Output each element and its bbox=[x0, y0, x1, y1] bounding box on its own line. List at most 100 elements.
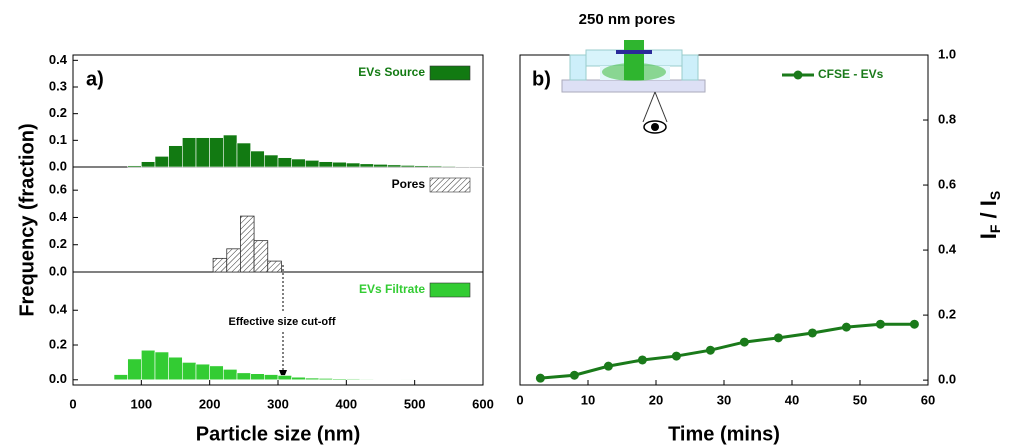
point bbox=[841, 322, 851, 332]
y-tick-label: 0.2 bbox=[938, 307, 956, 322]
bar bbox=[127, 358, 142, 381]
x-tick-label: 30 bbox=[717, 392, 731, 407]
bar bbox=[236, 142, 251, 168]
panel-b-frame bbox=[519, 54, 929, 386]
bar bbox=[195, 363, 210, 381]
y-tick-label: 1.0 bbox=[938, 46, 956, 61]
legend-marker bbox=[793, 70, 803, 80]
y-tick-label: 0.0 bbox=[938, 372, 956, 387]
bar bbox=[127, 165, 142, 168]
y-tick-label: 0.4 bbox=[49, 52, 68, 67]
panel-a-frame bbox=[72, 54, 484, 386]
bar bbox=[414, 165, 429, 168]
x-tick-label: 40 bbox=[785, 392, 799, 407]
y-axis-label-part: I bbox=[976, 233, 1001, 239]
y-tick-label: 0.2 bbox=[49, 105, 67, 120]
bar bbox=[209, 137, 224, 168]
x-tick-label: 400 bbox=[335, 396, 357, 411]
x-tick-label: 600 bbox=[472, 396, 494, 411]
bar bbox=[400, 165, 415, 168]
point bbox=[671, 351, 681, 361]
point bbox=[875, 319, 885, 329]
bar bbox=[223, 134, 238, 168]
legend-label: Pores bbox=[392, 177, 426, 191]
x-tick-label: 300 bbox=[267, 396, 289, 411]
bar bbox=[441, 165, 456, 168]
x-tick-label: 10 bbox=[581, 392, 595, 407]
bar bbox=[113, 374, 128, 381]
legend-swatch bbox=[429, 65, 471, 81]
x-axis-label: Time (mins) bbox=[668, 423, 780, 445]
y-tick-label: 0.6 bbox=[938, 176, 956, 191]
bar bbox=[250, 373, 265, 381]
bar bbox=[332, 161, 347, 168]
panel-label: a) bbox=[86, 68, 104, 90]
bar bbox=[240, 215, 255, 273]
bar bbox=[141, 349, 156, 381]
bar bbox=[195, 137, 210, 168]
bar bbox=[291, 376, 306, 381]
bar bbox=[236, 372, 251, 381]
bar bbox=[154, 156, 169, 168]
x-tick-label: 500 bbox=[404, 396, 426, 411]
bar bbox=[277, 157, 292, 168]
bar bbox=[359, 163, 374, 168]
y-tick-label: 0.4 bbox=[49, 209, 68, 224]
point bbox=[637, 355, 647, 365]
bar bbox=[154, 351, 169, 381]
bar bbox=[305, 160, 320, 168]
y-tick-label: 0.0 bbox=[49, 158, 67, 173]
bar bbox=[182, 362, 197, 381]
bar bbox=[318, 378, 333, 381]
bar bbox=[469, 166, 484, 168]
bar bbox=[277, 375, 292, 381]
bar bbox=[250, 150, 265, 168]
y-tick-label: 0.1 bbox=[49, 132, 67, 147]
x-tick-label: 100 bbox=[130, 396, 152, 411]
device-inset bbox=[561, 40, 706, 134]
y-tick-label: 0.8 bbox=[938, 111, 956, 126]
bar bbox=[212, 257, 228, 273]
y-tick-label: 0.6 bbox=[49, 182, 67, 197]
bar bbox=[346, 162, 361, 168]
y-tick-label: 0.0 bbox=[49, 263, 67, 278]
y-axis-label: IF / IS bbox=[976, 191, 1003, 239]
annotation: Effective size cut-off bbox=[229, 316, 336, 328]
legend-swatch bbox=[429, 177, 471, 193]
bar bbox=[182, 137, 197, 168]
x-tick-label: 20 bbox=[649, 392, 663, 407]
bar bbox=[168, 356, 183, 381]
y-tick-label: 0.3 bbox=[49, 78, 67, 93]
bar bbox=[291, 158, 306, 168]
bar bbox=[209, 365, 224, 381]
bar bbox=[223, 369, 238, 381]
legend-label: EVs Source bbox=[358, 65, 425, 79]
x-tick-label: 0 bbox=[516, 392, 523, 407]
point bbox=[535, 373, 545, 383]
bar bbox=[346, 378, 361, 381]
y-tick-label: 0.0 bbox=[49, 371, 67, 386]
point bbox=[773, 333, 783, 343]
y-axis-label: Frequency (fraction) bbox=[16, 123, 38, 316]
legend-swatch bbox=[429, 282, 471, 298]
point bbox=[569, 370, 579, 380]
bar bbox=[387, 164, 402, 168]
chart-title: 250 nm pores bbox=[579, 11, 676, 28]
bar bbox=[373, 164, 388, 168]
bar bbox=[267, 260, 282, 273]
bar bbox=[428, 165, 443, 168]
bar bbox=[264, 374, 279, 381]
series-line bbox=[540, 322, 915, 380]
y-tick-label: 0.2 bbox=[49, 236, 67, 251]
point bbox=[909, 319, 919, 329]
x-tick-label: 60 bbox=[921, 392, 935, 407]
y-axis-label-part: S bbox=[987, 191, 1003, 200]
bar bbox=[264, 154, 279, 168]
x-axis-label: Particle size (nm) bbox=[196, 423, 361, 445]
y-axis-label-part: / I bbox=[976, 200, 1001, 224]
point bbox=[705, 345, 715, 355]
bar bbox=[373, 378, 388, 381]
y-tick-label: 0.4 bbox=[938, 242, 957, 257]
x-tick-label: 200 bbox=[199, 396, 221, 411]
